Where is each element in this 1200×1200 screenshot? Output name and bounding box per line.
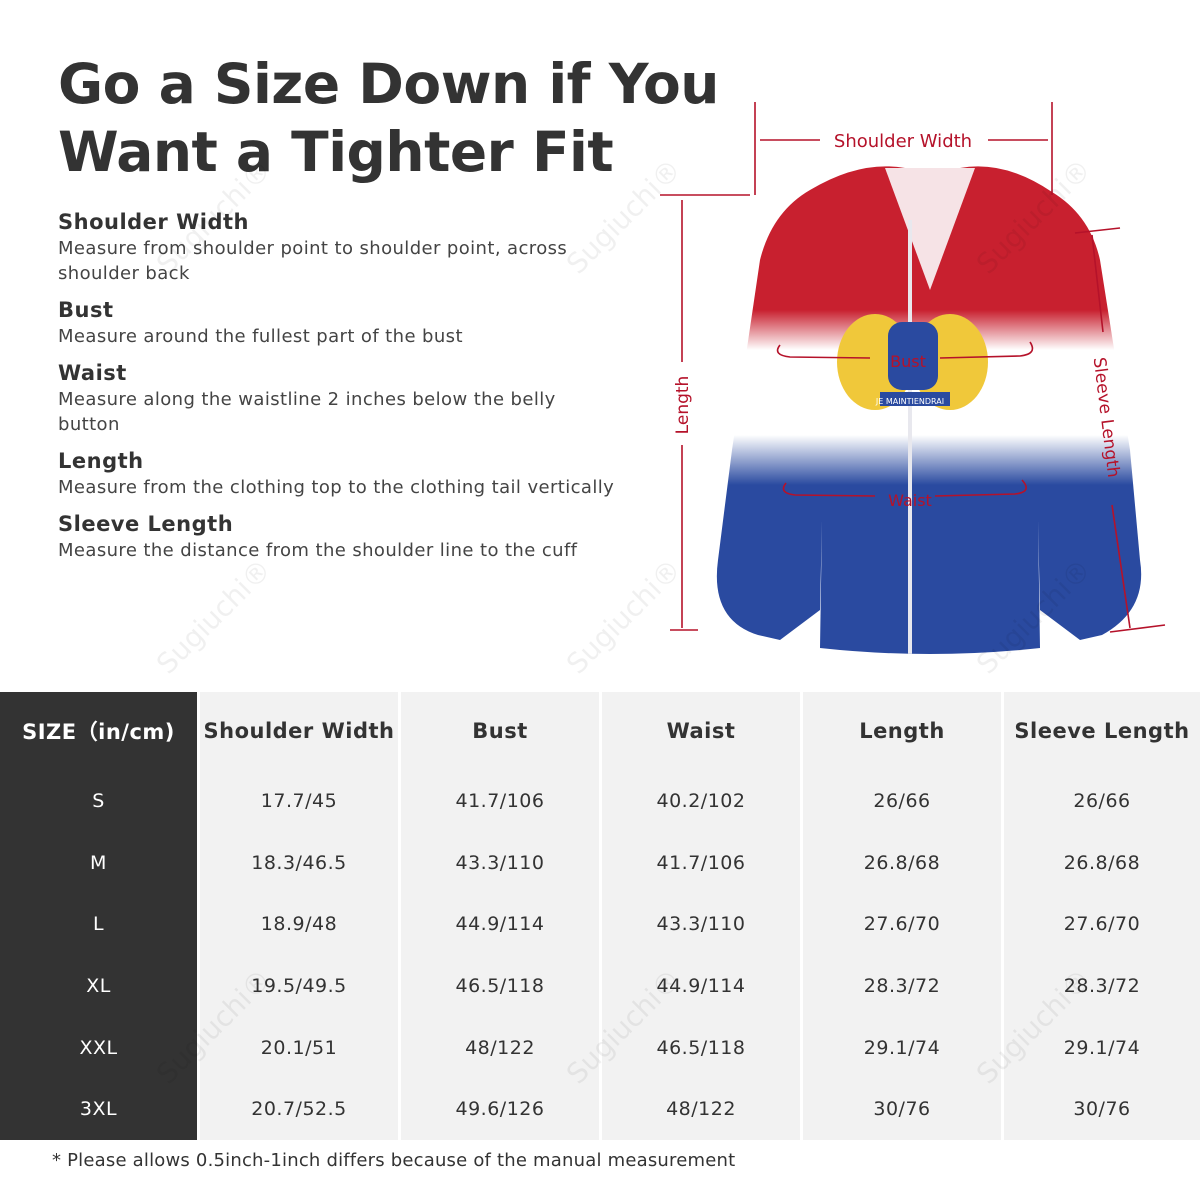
- table-cell: 43.3/110: [656, 913, 746, 936]
- column-header: Shoulder Width: [203, 719, 395, 744]
- table-cell: 48/122: [465, 1036, 535, 1059]
- table-cell: 26/66: [1073, 790, 1131, 813]
- table-cell: 49.6/126: [455, 1098, 545, 1121]
- table-cell: 29.1/74: [1063, 1036, 1141, 1059]
- table-cell: 44.9/114: [656, 974, 746, 997]
- table-cell: 43.3/110: [455, 851, 545, 874]
- table-cell: 19.5/49.5: [251, 974, 347, 997]
- shoulder-width-label: Shoulder Width: [834, 131, 972, 152]
- jacket-diagram: Shoulder Width Bust Waist Length Sleeve …: [660, 102, 1166, 654]
- bust-label: Bust: [890, 352, 926, 371]
- measurement-guide: Shoulder Width Measure from shoulder poin…: [58, 210, 618, 575]
- measure-bust: Bust Measure around the fullest part of t…: [58, 298, 463, 347]
- measure-lines: [660, 102, 1166, 633]
- table-cell: 40.2/102: [656, 790, 746, 813]
- table-cell: 46.5/118: [656, 1036, 746, 1059]
- motto-text: JE MAINTIENDRAI: [875, 397, 944, 406]
- column-waist: Waist 40.2/102 41.7/106 43.3/110 44.9/114 46.…: [602, 692, 800, 1140]
- table-cell: 30/76: [1073, 1098, 1131, 1121]
- table-cell: 20.1/51: [260, 1036, 338, 1059]
- column-header: Waist: [666, 719, 736, 744]
- size-cell: XXL: [79, 1036, 118, 1059]
- table-cell: 29.1/74: [863, 1036, 941, 1059]
- table-cell: 41.7/106: [455, 790, 545, 813]
- size-table: SIZE（in/cm) S M L XL XXL 3XL Shoulder Wi…: [0, 692, 1200, 1140]
- table-cell: 18.3/46.5: [251, 851, 347, 874]
- size-cell: L: [92, 913, 105, 936]
- table-cell: 28.3/72: [863, 974, 941, 997]
- size-cell: M: [90, 851, 107, 874]
- column-sleeve-length: Sleeve Length 26/66 26.8/68 27.6/70 28.3/72 2…: [1004, 692, 1200, 1140]
- size-header: SIZE（in/cm): [22, 720, 175, 745]
- table-cell: 30/76: [873, 1098, 931, 1121]
- coat-of-arms: [837, 314, 988, 410]
- table-cell: 27.6/70: [1063, 913, 1141, 936]
- table-cell: 41.7/106: [656, 851, 746, 874]
- size-column: SIZE（in/cm) S M L XL XXL 3XL: [0, 692, 197, 1140]
- waist-label: Waist: [888, 491, 932, 510]
- measure-sleeve: Sleeve Length Measure the distance from t…: [58, 512, 578, 561]
- column-header: Sleeve Length: [1014, 719, 1190, 744]
- table-cell: 27.6/70: [863, 913, 941, 936]
- length-label: Length: [673, 376, 693, 435]
- table-cell: 20.7/52.5: [251, 1098, 347, 1121]
- table-cell: 26.8/68: [863, 851, 941, 874]
- column-header: Bust: [472, 719, 528, 744]
- jacket-body: [716, 166, 1142, 654]
- table-cell: 18.9/48: [260, 913, 338, 936]
- table-cell: 26/66: [873, 790, 931, 813]
- table-cell: 28.3/72: [1063, 974, 1141, 997]
- table-cell: 48/122: [666, 1098, 736, 1121]
- column-header: Length: [859, 719, 945, 744]
- table-cell: 44.9/114: [455, 913, 545, 936]
- page-title: Go a Size Down if You Want a Tighter Fit: [58, 52, 719, 184]
- table-cell: 26.8/68: [1063, 851, 1141, 874]
- measure-shoulder: Shoulder Width Measure from shoulder poin…: [58, 210, 568, 284]
- size-cell: XL: [86, 974, 111, 997]
- size-cell: S: [92, 790, 105, 813]
- column-length: Length 26/66 26.8/68 27.6/70 28.3/72 29.1/74 3…: [803, 692, 1001, 1140]
- column-bust: Bust 41.7/106 43.3/110 44.9/114 46.5/118 48/1…: [401, 692, 599, 1140]
- measure-waist: Waist Measure along the waistline 2 inche…: [58, 361, 556, 435]
- column-shoulder-width: Shoulder Width 17.7/45 18.3/46.5 18.9/48 19.…: [200, 692, 398, 1140]
- footnote: * Please allows 0.5inch-1inch differs be…: [52, 1150, 736, 1171]
- measure-length: Length Measure from the clothing top to t…: [58, 449, 615, 498]
- table-cell: 46.5/118: [455, 974, 545, 997]
- table-cell: 17.7/45: [260, 790, 338, 813]
- size-cell: 3XL: [79, 1098, 118, 1121]
